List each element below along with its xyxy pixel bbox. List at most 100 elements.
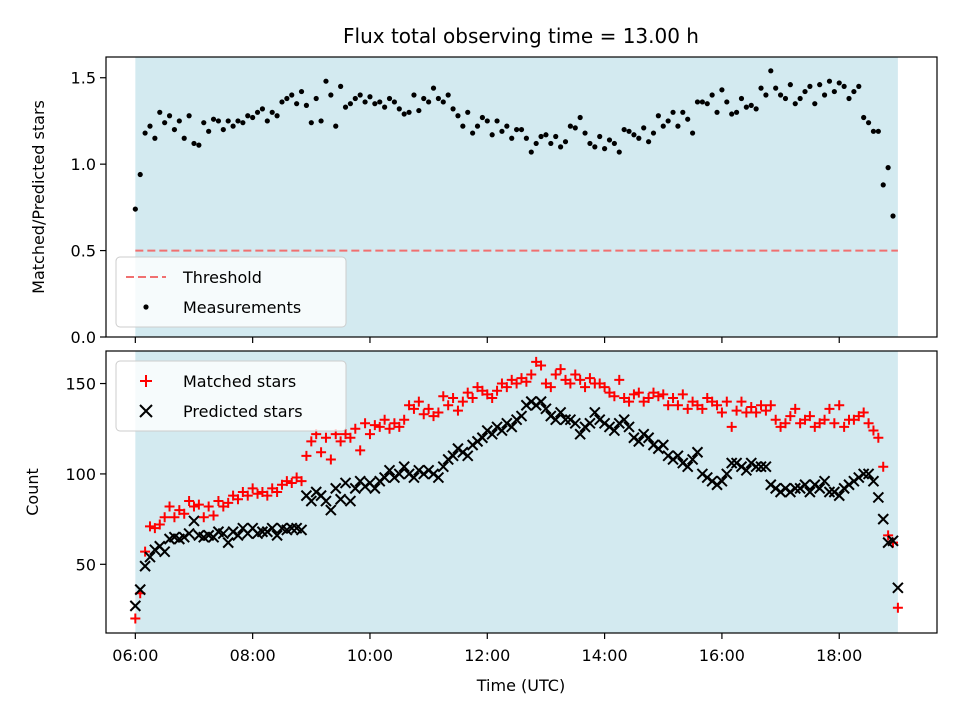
data-point	[325, 454, 336, 465]
data-point	[748, 102, 754, 108]
data-point	[435, 95, 441, 102]
data-point	[215, 118, 222, 124]
data-point	[201, 120, 207, 126]
data-point	[169, 512, 180, 523]
data-point	[286, 477, 297, 488]
data-point	[393, 468, 406, 480]
data-point	[633, 387, 644, 398]
data-point	[813, 482, 826, 495]
data-point	[758, 85, 764, 91]
data-point	[382, 104, 388, 110]
x-tick-label: 06:00	[112, 646, 158, 665]
data-point	[438, 391, 449, 402]
x-tick-label: 08:00	[230, 646, 276, 665]
legend-marker	[139, 404, 153, 418]
data-point	[208, 510, 219, 521]
data-point	[398, 460, 410, 473]
data-point	[342, 104, 349, 110]
data-point	[577, 114, 583, 121]
series-measurements	[132, 68, 896, 219]
data-point	[833, 489, 845, 502]
data-point	[657, 439, 669, 451]
data-point	[426, 99, 432, 105]
data-point	[367, 94, 373, 100]
data-point	[731, 405, 742, 416]
data-point	[582, 130, 588, 136]
data-point	[440, 99, 446, 105]
data-point	[760, 405, 771, 416]
legend-label: Threshold	[182, 268, 262, 287]
data-point	[870, 128, 877, 134]
data-point	[235, 118, 241, 124]
data-point	[369, 420, 380, 431]
data-point	[271, 529, 283, 542]
data-point	[509, 135, 515, 141]
data-point	[741, 407, 752, 418]
data-point	[245, 113, 251, 119]
data-point	[279, 99, 285, 105]
data-point	[641, 125, 647, 131]
data-point	[653, 391, 664, 402]
data-point	[555, 364, 566, 375]
data-point	[318, 118, 324, 124]
data-point	[650, 130, 657, 136]
legend-marker	[143, 304, 149, 310]
legend: Matched stars Predicted stars	[115, 360, 347, 432]
data-point	[565, 378, 576, 389]
data-point	[198, 512, 209, 523]
data-point	[686, 453, 699, 466]
data-point	[272, 487, 283, 497]
data-point	[191, 140, 197, 147]
data-point	[655, 113, 661, 119]
data-point	[134, 583, 146, 596]
data-point	[465, 109, 471, 115]
data-point	[504, 123, 510, 129]
data-point	[162, 120, 168, 126]
y-axis-label: Matched/Predicted stars	[29, 100, 48, 294]
data-point	[305, 495, 318, 507]
data-point	[699, 99, 705, 105]
data-point	[569, 417, 581, 430]
data-point	[179, 508, 190, 519]
data-point	[232, 494, 243, 505]
data-point	[147, 123, 153, 129]
y-tick-label: 1.5	[71, 69, 96, 88]
data-point	[873, 432, 884, 443]
data-point	[286, 522, 298, 534]
data-point	[413, 396, 424, 407]
data-point	[295, 524, 308, 536]
data-point	[164, 501, 175, 512]
data-point	[460, 123, 466, 129]
data-point	[797, 95, 803, 102]
data-point	[250, 114, 256, 121]
data-point	[677, 389, 688, 400]
legend-marker	[140, 375, 152, 387]
data-point	[369, 482, 381, 495]
data-point	[645, 139, 652, 145]
legend-label: Matched stars	[183, 372, 296, 391]
data-point	[254, 109, 261, 115]
data-point	[804, 411, 815, 422]
data-point	[790, 403, 801, 414]
data-point	[697, 403, 708, 414]
data-point	[181, 135, 187, 141]
data-point	[210, 116, 217, 122]
data-point	[623, 421, 635, 433]
data-point	[159, 512, 170, 523]
data-point	[877, 513, 889, 525]
data-point	[144, 521, 155, 532]
data-point	[550, 413, 562, 426]
data-point	[347, 101, 354, 107]
data-point	[792, 101, 798, 107]
data-point	[751, 407, 762, 418]
data-point	[584, 373, 595, 384]
data-point	[750, 460, 762, 473]
data-point	[479, 114, 485, 121]
data-point	[129, 600, 142, 612]
data-point	[614, 374, 625, 385]
y-axis-label: Count	[23, 468, 42, 516]
data-point	[663, 400, 674, 411]
data-point	[344, 495, 357, 507]
data-point	[680, 109, 686, 115]
data-point	[325, 504, 337, 516]
